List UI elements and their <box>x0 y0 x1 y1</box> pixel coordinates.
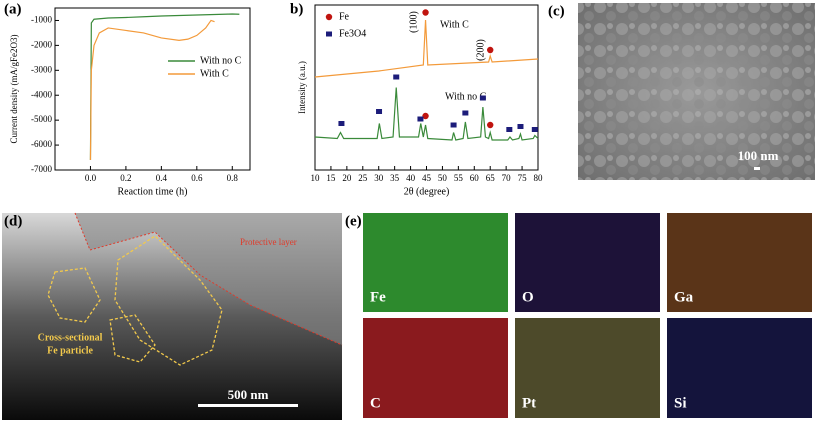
peak-marker <box>487 46 494 54</box>
annotation: With no C <box>445 91 487 102</box>
peak-marker <box>422 112 429 120</box>
x-axis-label: 2θ (degree) <box>404 186 450 197</box>
element-label: Si <box>674 395 687 411</box>
eds-map <box>363 213 508 312</box>
legend-marker <box>325 13 333 21</box>
y-tick-label: -2000 <box>31 39 52 49</box>
element-label: Fe <box>370 289 386 305</box>
y-tick-label: -4000 <box>31 89 52 99</box>
protective-outline <box>74 212 343 346</box>
peak-marker <box>393 74 400 80</box>
x-tick-label: 0.8 <box>227 173 239 183</box>
y-tick-label: -1000 <box>31 15 52 25</box>
x-tick-label: 45 <box>422 173 432 183</box>
x-tick-label: 0.2 <box>120 173 131 183</box>
scale-label: 100 nm <box>738 148 779 163</box>
x-tick-label: 70 <box>502 173 512 183</box>
peak-marker <box>506 127 513 132</box>
x-tick-label: 0.0 <box>85 173 97 183</box>
x-tick-label: 80 <box>534 173 544 183</box>
plot-frame <box>54 7 251 171</box>
peak-marker <box>487 121 494 129</box>
peak-marker <box>376 109 383 114</box>
series-line <box>89 19 215 161</box>
x-tick-label: 20 <box>342 173 352 183</box>
peak-marker <box>338 121 345 126</box>
legend-label: With no C <box>200 55 242 66</box>
peak-marker <box>422 9 429 16</box>
x-tick-label: 75 <box>518 173 528 183</box>
y-tick-label: -5000 <box>31 114 52 124</box>
x-tick-label: 30 <box>374 173 384 183</box>
x-tick-label: 0.6 <box>191 173 203 183</box>
legend-label: With C <box>200 68 229 79</box>
x-tick-label: 35 <box>390 173 400 183</box>
element-label: O <box>522 289 534 305</box>
peak-marker <box>450 122 457 128</box>
panel-label: b) <box>290 1 303 17</box>
annotation: Fe particle <box>47 345 93 356</box>
legend-label: Fe3O4 <box>339 28 366 39</box>
peak-marker <box>417 116 424 122</box>
x-tick-label: 0.4 <box>156 173 168 183</box>
panel-label: (a) <box>4 1 22 17</box>
x-tick-label: 55 <box>454 173 464 183</box>
x-tick-label: 50 <box>438 173 448 183</box>
annotation: (100) <box>408 11 419 33</box>
series-line <box>89 13 240 161</box>
eds-map <box>363 318 508 418</box>
y-axis-label: Current density (mA/gFe2O3) <box>9 35 19 144</box>
x-tick-label: 60 <box>470 173 480 183</box>
legend-label: Fe <box>339 11 350 22</box>
x-tick-label: 65 <box>486 173 496 183</box>
eds-map <box>667 213 812 312</box>
x-axis-label: Reaction time (h) <box>118 186 188 197</box>
peak-marker <box>517 124 524 129</box>
sem-grains <box>578 3 815 180</box>
particle-outline <box>47 267 101 323</box>
x-tick-label: 10 <box>311 173 321 183</box>
legend-marker <box>326 31 332 37</box>
peak-marker <box>462 110 469 116</box>
eds-map <box>667 318 812 418</box>
x-tick-label: 40 <box>406 173 416 183</box>
y-tick-label: -6000 <box>31 139 52 149</box>
particle-outline <box>109 314 156 363</box>
series-line <box>314 87 539 141</box>
element-label: C <box>370 395 381 411</box>
element-label: Ga <box>674 289 694 305</box>
eds-map <box>515 213 660 312</box>
x-tick-label: 25 <box>358 173 368 183</box>
annotation: With C <box>440 19 469 30</box>
x-tick-label: 15 <box>326 173 336 183</box>
y-tick-label: -3000 <box>31 64 52 74</box>
scale-label: 500 nm <box>228 387 269 402</box>
panel-label: (d) <box>4 213 22 229</box>
panel-label: (c) <box>548 3 565 19</box>
panel-label: (e) <box>345 213 362 229</box>
peak-marker <box>479 95 486 101</box>
annotation: Cross-sectional <box>38 332 103 343</box>
scale-bar <box>754 167 760 170</box>
annotation: (200) <box>475 39 486 61</box>
scale-bar <box>198 404 298 407</box>
element-label: Pt <box>522 395 536 411</box>
particle-outline <box>114 235 223 366</box>
annotation: Protective layer <box>240 237 297 247</box>
protective-region <box>75 213 342 345</box>
peak-marker <box>531 127 538 132</box>
eds-map <box>515 318 660 418</box>
y-axis-label: Intensity (a.u.) <box>297 61 307 114</box>
y-tick-label: -7000 <box>31 164 52 174</box>
series-line <box>314 19 539 78</box>
